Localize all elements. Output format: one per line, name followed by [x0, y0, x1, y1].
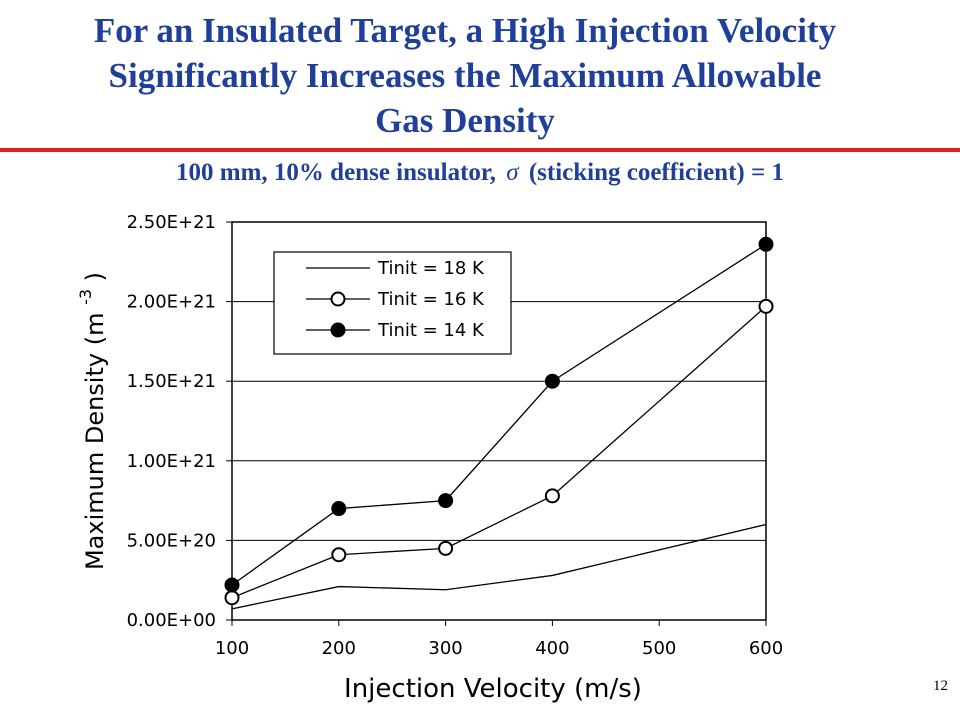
series-2-point: [438, 540, 454, 556]
subtitle-text-before: 100 mm, 10% dense insulator,: [176, 159, 496, 186]
x-axis-label: Injection Velocity (m/s): [344, 674, 642, 704]
legend-label-3: Tinit = 14 K: [377, 320, 485, 341]
y-tick-label: 1.50E+21: [127, 371, 216, 392]
legend-label-2: Tinit = 16 K: [377, 289, 485, 310]
title-line-3: Gas Density: [375, 101, 555, 140]
y-tick-label: 5.00E+20: [127, 530, 216, 551]
x-tick-label: 600: [749, 638, 783, 659]
y-axis-label-close: ): [81, 272, 109, 289]
title-divider: [0, 148, 960, 152]
y-axis-label: Maximum Density (m -3 ): [76, 272, 109, 570]
x-tick-label: 400: [535, 638, 569, 659]
y-axis-label-exponent: -3: [76, 289, 95, 305]
x-tick-label: 500: [642, 638, 676, 659]
series-3-point: [224, 577, 240, 593]
series-2-point: [224, 590, 240, 606]
title-line-1: For an Insulated Target, a High Injectio…: [93, 11, 837, 50]
series-2-point: [758, 298, 774, 314]
legend-marker-2: [330, 291, 346, 307]
series-2-point: [544, 488, 560, 504]
legend-box: [273, 251, 512, 355]
sigma-symbol: σ: [506, 159, 519, 186]
subtitle-text-after: (sticking coefficient) = 1: [528, 159, 784, 186]
legend-label-1: Tinit = 18 K: [377, 258, 485, 279]
slide-subtitle: 100 mm, 10% dense insulator, σ (sticking…: [0, 156, 960, 190]
series-2-point: [331, 547, 347, 563]
plot-frame: [231, 221, 767, 621]
x-tick-label: 300: [428, 638, 462, 659]
title-line-2: Significantly Increases the Maximum Allo…: [108, 56, 822, 95]
y-axis-label-text: Maximum Density (m -3 ): [76, 272, 109, 570]
y-tick-label: 2.50E+21: [127, 212, 216, 233]
series-line-1: [231, 523, 767, 610]
series-3-point: [758, 236, 774, 252]
page-number: 12: [933, 678, 948, 694]
series-3-point: [544, 373, 560, 389]
x-tick-label: 100: [215, 638, 249, 659]
slide-title: For an Insulated Target, a High Injectio…: [0, 8, 930, 143]
y-axis-label-main: Maximum Density (m: [81, 305, 109, 570]
y-tick-label: 1.00E+21: [127, 451, 216, 472]
legend-marker-3: [330, 322, 346, 338]
y-tick-label: 0.00E+00: [127, 610, 216, 631]
series-3-point: [438, 493, 454, 509]
y-tick-label: 2.00E+21: [127, 292, 216, 313]
x-tick-label: 200: [322, 638, 356, 659]
series-3-point: [331, 501, 347, 517]
